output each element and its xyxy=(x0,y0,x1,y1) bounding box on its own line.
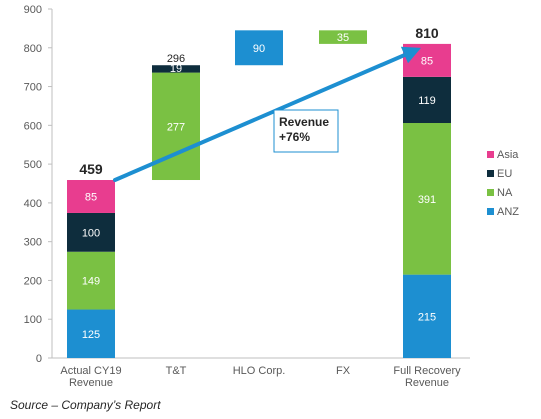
data-label: 85 xyxy=(421,55,433,67)
annotation-text: Revenue xyxy=(279,115,329,129)
bar-segment-asia xyxy=(67,180,115,213)
data-label: 277 xyxy=(167,121,185,133)
legend-swatch-asia xyxy=(487,151,494,158)
annotation-text: +76% xyxy=(279,130,310,144)
category-label: FX xyxy=(336,365,351,377)
bar-segment-eu xyxy=(403,76,451,124)
bar-segment-eu xyxy=(67,212,115,252)
y-tick-label: 900 xyxy=(24,4,42,16)
y-tick-label: 300 xyxy=(24,237,42,249)
y-tick-label: 200 xyxy=(24,275,42,287)
y-tick-label: 400 xyxy=(24,198,42,210)
category-label: T&T xyxy=(166,365,187,377)
y-tick-label: 500 xyxy=(24,159,42,171)
legend-label-anz: ANZ xyxy=(497,206,519,218)
legend-swatch-anz xyxy=(487,208,494,215)
category-label: Revenue xyxy=(69,377,113,389)
data-label: 19 xyxy=(170,63,182,75)
data-label: 85 xyxy=(85,191,97,203)
category-label: Revenue xyxy=(405,377,449,389)
data-label: 100 xyxy=(82,227,100,239)
category-label: Actual CY19 xyxy=(60,365,121,377)
data-label: 125 xyxy=(82,329,100,341)
bars xyxy=(67,30,451,358)
legend-label-eu: EU xyxy=(497,168,512,180)
data-label: 391 xyxy=(418,194,436,206)
y-axis: 0 100 200 300 400 500 600 700 800 900 xyxy=(24,4,470,365)
data-label: 35 xyxy=(337,32,349,44)
waterfall-segment xyxy=(235,30,283,66)
data-label: 149 xyxy=(82,276,100,288)
total-label: 459 xyxy=(79,161,103,177)
growth-arrow-head xyxy=(400,46,421,64)
bar-segment-na xyxy=(67,251,115,310)
legend: Asia EU NA ANZ xyxy=(487,149,519,218)
y-tick-label: 100 xyxy=(24,314,42,326)
legend-swatch-eu xyxy=(487,170,494,177)
growth-arrow-shaft xyxy=(113,53,407,183)
bar-segment-na xyxy=(403,123,451,275)
data-label: 90 xyxy=(253,43,265,55)
bar-segment-anz xyxy=(403,274,451,358)
legend-swatch-na xyxy=(487,189,494,196)
y-tick-label: 700 xyxy=(24,82,42,94)
legend-label-asia: Asia xyxy=(497,149,519,161)
waterfall-segment xyxy=(152,65,200,73)
total-label: 810 xyxy=(415,25,439,41)
y-tick-label: 800 xyxy=(24,43,42,55)
data-label: 119 xyxy=(418,95,436,107)
growth-arrow: Revenue+76% xyxy=(113,46,421,183)
y-tick-label: 600 xyxy=(24,120,42,132)
bar-segment-anz xyxy=(67,309,115,358)
category-label: Full Recovery xyxy=(393,365,461,377)
step-total-label: 296 xyxy=(167,53,185,65)
annotation-box xyxy=(273,109,339,153)
category-label: HLO Corp. xyxy=(233,365,286,377)
waterfall-segment xyxy=(319,30,367,44)
y-tick-label: 0 xyxy=(36,353,42,365)
source-note: Source – Company’s Report xyxy=(10,398,161,412)
data-label: 215 xyxy=(418,311,436,323)
legend-label-na: NA xyxy=(497,187,513,199)
